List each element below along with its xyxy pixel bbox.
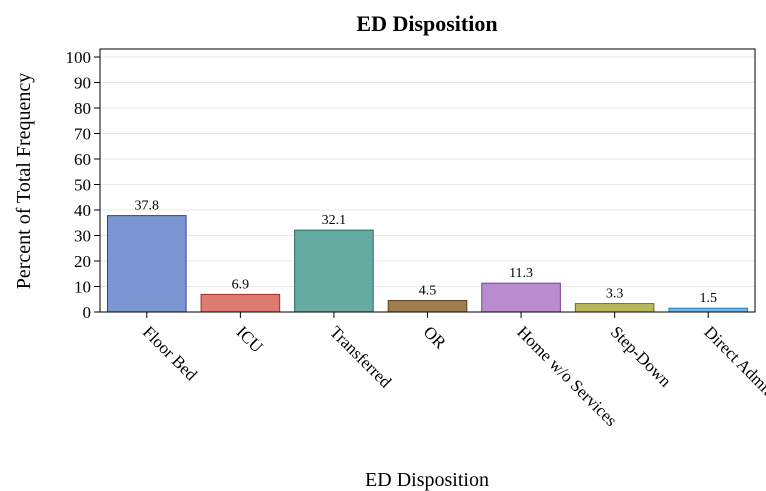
x-tick-label: Floor Bed (139, 322, 201, 384)
y-tick-label: 100 (66, 48, 92, 67)
data-label: 3.3 (606, 287, 624, 302)
data-label: 1.5 (699, 291, 717, 306)
data-label: 11.3 (509, 266, 533, 281)
y-tick-label: 20 (74, 252, 91, 271)
bars (106, 215, 749, 313)
x-tick-label: ICU (233, 322, 267, 356)
x-tick-label: Direct Admit (700, 322, 766, 399)
data-label: 37.8 (135, 199, 160, 214)
bar (106, 215, 187, 313)
y-tick-label: 90 (74, 74, 91, 93)
data-labels: 37.8 6.9 32.1 4.5 11.3 3.3 1.5 (135, 199, 717, 307)
x-tick-label: Transferred (326, 322, 395, 391)
bar (668, 307, 749, 313)
y-tick-label: 10 (74, 278, 91, 297)
data-label: 6.9 (232, 277, 250, 292)
y-tick-label: 80 (74, 99, 91, 118)
y-tick-label: 40 (74, 201, 91, 220)
data-label: 32.1 (322, 213, 347, 228)
x-tick-label: Step-Down (607, 322, 676, 391)
y-tick-label: 30 (74, 227, 91, 246)
x-axis-label: ED Disposition (365, 469, 489, 491)
y-axis-label: Percent of Total Frequency (13, 73, 35, 290)
x-tick-label: OR (420, 322, 451, 353)
gridlines (100, 56, 755, 287)
x-axis: Floor Bed ICU Transferred OR Home w/o Servic… (139, 312, 766, 430)
y-tick-label: 0 (83, 303, 92, 322)
x-tick-label: Home w/o Services (513, 322, 621, 430)
bar (574, 303, 655, 313)
y-axis: 0 10 20 30 40 50 60 70 80 90 100 (66, 48, 100, 322)
y-tick-label: 70 (74, 125, 91, 144)
bar (200, 293, 281, 313)
bar (387, 300, 468, 313)
plot-frame (99, 48, 756, 313)
y-tick-label: 50 (74, 176, 91, 195)
bar (294, 229, 374, 313)
chart-title: ED Disposition (356, 11, 497, 36)
data-label: 4.5 (419, 284, 437, 299)
bar (481, 282, 561, 313)
y-tick-label: 60 (74, 150, 91, 169)
